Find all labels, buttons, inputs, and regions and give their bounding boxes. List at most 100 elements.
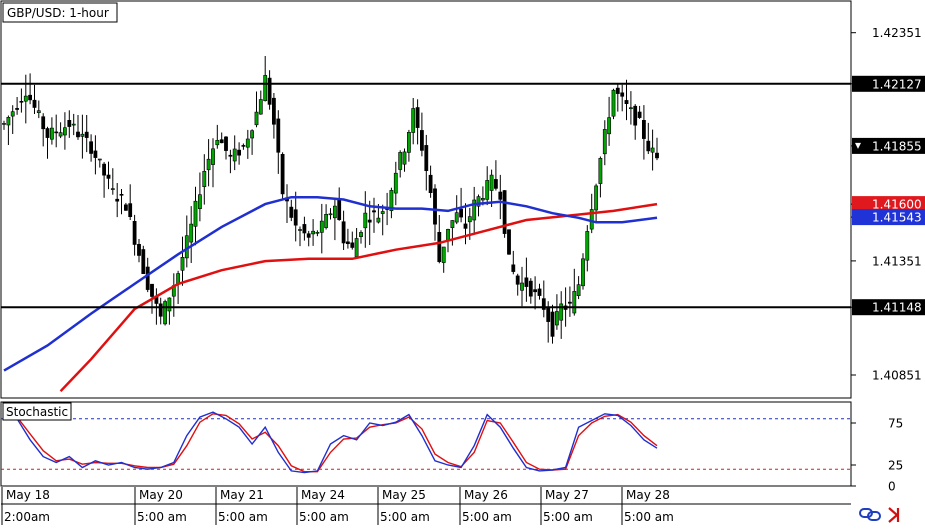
- price-panel: [0, 0, 852, 399]
- candle-body: [176, 273, 181, 284]
- candle-body: [311, 230, 316, 235]
- candle-body: [550, 311, 555, 337]
- candle-body: [80, 133, 85, 137]
- candle-body: [245, 138, 250, 148]
- candle-body: [507, 229, 511, 255]
- price-label-bg: [852, 137, 925, 154]
- candle-body: [23, 95, 28, 102]
- candle-body: [402, 151, 407, 165]
- date-label: May 18: [6, 488, 50, 502]
- stochastic-axis: 75 25 0: [851, 417, 903, 494]
- candle-body: [124, 204, 128, 211]
- time-label: 5:00 am: [137, 510, 187, 524]
- candle-body: [263, 75, 268, 102]
- candle-body: [84, 131, 89, 138]
- candle-body: [180, 256, 185, 271]
- candle-body: [76, 131, 80, 138]
- candle-body: [198, 194, 202, 209]
- candle-body: [315, 232, 320, 234]
- candle-body: [28, 94, 33, 101]
- candle-body: [428, 174, 433, 193]
- candle-body: [93, 150, 98, 158]
- candle-body: [485, 180, 490, 200]
- candle-body: [58, 132, 63, 137]
- candle-body: [110, 188, 115, 190]
- candle-body: [337, 199, 342, 221]
- candle-body: [19, 101, 24, 103]
- candle-body: [602, 129, 607, 155]
- price-tick-label: 1.41148: [872, 301, 922, 315]
- candle-body: [515, 275, 520, 285]
- date-label: May 27: [545, 488, 589, 502]
- price-label-bg: [852, 196, 925, 213]
- candle-body: [271, 97, 276, 125]
- candle-body: [102, 163, 107, 176]
- candle-body: [32, 99, 37, 108]
- candle-body: [137, 244, 141, 256]
- candle-body: [206, 158, 211, 171]
- candle-body: [559, 303, 564, 321]
- candle-body: [167, 297, 172, 312]
- candle-body: [359, 232, 363, 237]
- candle-body: [267, 77, 272, 105]
- candle-body: [380, 211, 385, 214]
- candle-body: [241, 145, 246, 147]
- candle-body: [650, 147, 655, 153]
- candle-body: [581, 258, 585, 287]
- candle-series: [2, 56, 659, 344]
- candle-body: [215, 140, 220, 146]
- candle-body: [424, 145, 429, 171]
- candle-body: [119, 194, 124, 196]
- candle-body: [459, 208, 464, 218]
- candle-body: [15, 108, 20, 110]
- candle-body: [415, 107, 420, 128]
- price-tick-label: 1.42351: [872, 26, 922, 40]
- candle-body: [141, 249, 146, 275]
- candle-body: [598, 158, 603, 184]
- candle-body: [354, 238, 359, 257]
- candle-body: [589, 209, 594, 230]
- candle-body: [567, 301, 572, 304]
- candle-body: [36, 110, 41, 113]
- candle-body: [546, 307, 551, 322]
- candle-body: [345, 241, 350, 245]
- candle-body: [306, 233, 311, 238]
- arrow-right-icon[interactable]: [888, 507, 900, 523]
- candle-body: [611, 89, 616, 117]
- candle-body: [646, 140, 651, 152]
- candle-body: [450, 220, 455, 228]
- candle-body: [398, 152, 403, 170]
- candle-body: [524, 277, 529, 287]
- candle-body: [332, 205, 337, 219]
- chart-title: GBP/USD: 1-hour: [7, 6, 109, 20]
- candle-body: [641, 120, 646, 139]
- time-label: 5:00 am: [299, 510, 349, 524]
- price-label-bg: [852, 299, 925, 316]
- candle-body: [232, 148, 237, 162]
- date-label: May 21: [220, 488, 264, 502]
- candle-body: [620, 92, 625, 97]
- candle-body: [576, 284, 581, 297]
- price-tick-label: 1.40851: [872, 369, 922, 383]
- candle-body: [441, 246, 446, 263]
- candle-body: [10, 111, 15, 117]
- date-label: May 24: [301, 488, 345, 502]
- candle-body: [41, 116, 46, 130]
- candle-body: [71, 123, 76, 126]
- candle-body: [554, 311, 559, 326]
- date-label: May 25: [382, 488, 426, 502]
- candle-body: [533, 289, 538, 293]
- price-tick-label: 1.41600: [872, 198, 922, 212]
- last-price-marker: [855, 142, 861, 149]
- stochastic-lines: [1, 411, 851, 474]
- candle-body: [406, 132, 411, 153]
- candle-body: [389, 190, 394, 211]
- candle-body: [411, 108, 416, 133]
- candle-body: [511, 264, 516, 272]
- candle-body: [219, 139, 224, 144]
- candle-body: [393, 172, 398, 194]
- link-icon[interactable]: [859, 508, 881, 521]
- candle-body: [541, 298, 546, 310]
